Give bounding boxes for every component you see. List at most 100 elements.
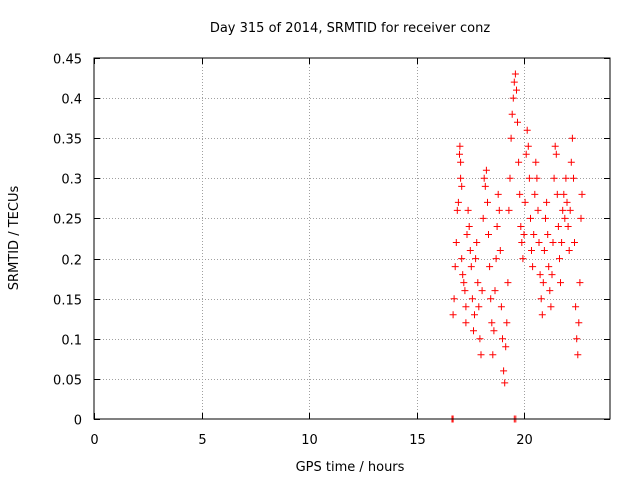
y-tick-label: 0.45	[53, 53, 82, 68]
data-point	[514, 118, 521, 126]
data-point	[547, 303, 555, 311]
data-point	[574, 351, 582, 359]
data-point	[529, 263, 537, 271]
data-point	[506, 174, 514, 182]
data-point	[543, 198, 551, 206]
x-tick-label: 10	[301, 433, 318, 448]
data-point	[520, 231, 528, 238]
data-point	[525, 174, 533, 182]
data-point	[536, 271, 544, 279]
data-point	[562, 174, 570, 182]
data-point	[501, 379, 509, 387]
x-axis-title: GPS time / hours	[296, 460, 405, 475]
data-point	[462, 319, 470, 327]
data-point	[510, 78, 518, 86]
data-point	[463, 231, 471, 238]
data-point	[466, 247, 474, 254]
data-point	[470, 327, 477, 335]
data-point	[507, 134, 515, 142]
data-point	[542, 214, 549, 222]
data-point	[563, 198, 571, 206]
data-point	[461, 287, 469, 295]
data-point	[450, 295, 458, 303]
data-point	[473, 239, 481, 246]
data-point	[540, 247, 548, 254]
y-tick-label: 0.3	[61, 173, 82, 188]
data-point	[493, 223, 501, 230]
data-point	[478, 287, 486, 295]
data-point	[548, 271, 556, 279]
data-point	[534, 206, 542, 214]
chart-title: Day 315 of 2014, SRMTID for receiver con…	[210, 21, 491, 36]
data-point	[538, 311, 546, 319]
data-point	[571, 239, 578, 246]
data-point	[505, 206, 513, 214]
data-point	[527, 214, 534, 222]
data-point	[494, 190, 502, 198]
x-tick-label: 15	[409, 433, 426, 448]
data-point	[467, 263, 475, 271]
data-point	[578, 190, 586, 198]
data-point	[499, 335, 506, 343]
data-point	[509, 94, 517, 102]
data-point	[567, 158, 575, 166]
data-point	[531, 190, 539, 198]
data-point	[456, 142, 464, 150]
data-point	[460, 279, 468, 287]
data-point	[523, 126, 531, 134]
data-point	[474, 279, 482, 287]
data-point	[504, 279, 512, 287]
data-point	[503, 319, 511, 327]
data-point	[528, 247, 535, 254]
y-tick-label: 0.2	[61, 254, 82, 269]
data-point	[516, 190, 524, 198]
y-tick-label: 0.15	[53, 294, 82, 309]
data-point	[573, 335, 581, 343]
data-point	[564, 223, 572, 230]
data-point	[530, 231, 538, 238]
x-tick-label: 5	[198, 433, 206, 448]
data-point	[551, 142, 559, 150]
y-tick-label: 0.4	[61, 93, 82, 108]
data-point	[502, 343, 510, 351]
data-point	[565, 247, 573, 254]
data-points	[448, 70, 586, 423]
data-point	[457, 158, 465, 166]
data-point	[480, 174, 488, 182]
data-point	[475, 303, 483, 311]
data-point	[570, 174, 577, 182]
data-point	[489, 351, 497, 359]
data-point	[558, 239, 566, 246]
data-point	[495, 206, 503, 214]
grid	[94, 58, 610, 419]
data-point	[557, 279, 564, 287]
data-point	[500, 367, 508, 375]
data-point	[472, 255, 480, 263]
data-point	[549, 239, 557, 246]
data-point	[577, 214, 585, 222]
data-point	[575, 319, 583, 327]
data-point	[545, 263, 553, 271]
data-point	[454, 198, 462, 206]
data-point	[486, 263, 494, 271]
data-point	[485, 231, 492, 238]
data-point	[458, 255, 466, 263]
data-point	[533, 174, 541, 182]
data-point	[465, 223, 473, 230]
data-point	[511, 70, 519, 78]
data-point	[459, 271, 467, 279]
data-point	[497, 303, 505, 311]
data-point	[479, 214, 487, 222]
data-point	[546, 287, 554, 295]
data-point	[576, 279, 584, 287]
data-point	[496, 247, 504, 254]
x-tick-label: 0	[90, 433, 98, 448]
axis-ticks: 0 0.05 0.1 0.15 0.2 0.25 0.3 0.35 0.4 0.45 0 5 10 15 2…	[53, 53, 610, 448]
data-point	[524, 142, 532, 150]
y-tick-label: 0.05	[53, 374, 82, 389]
data-point	[508, 110, 516, 118]
data-point	[490, 327, 498, 335]
data-point	[568, 134, 576, 142]
plot-frame	[93, 57, 611, 420]
